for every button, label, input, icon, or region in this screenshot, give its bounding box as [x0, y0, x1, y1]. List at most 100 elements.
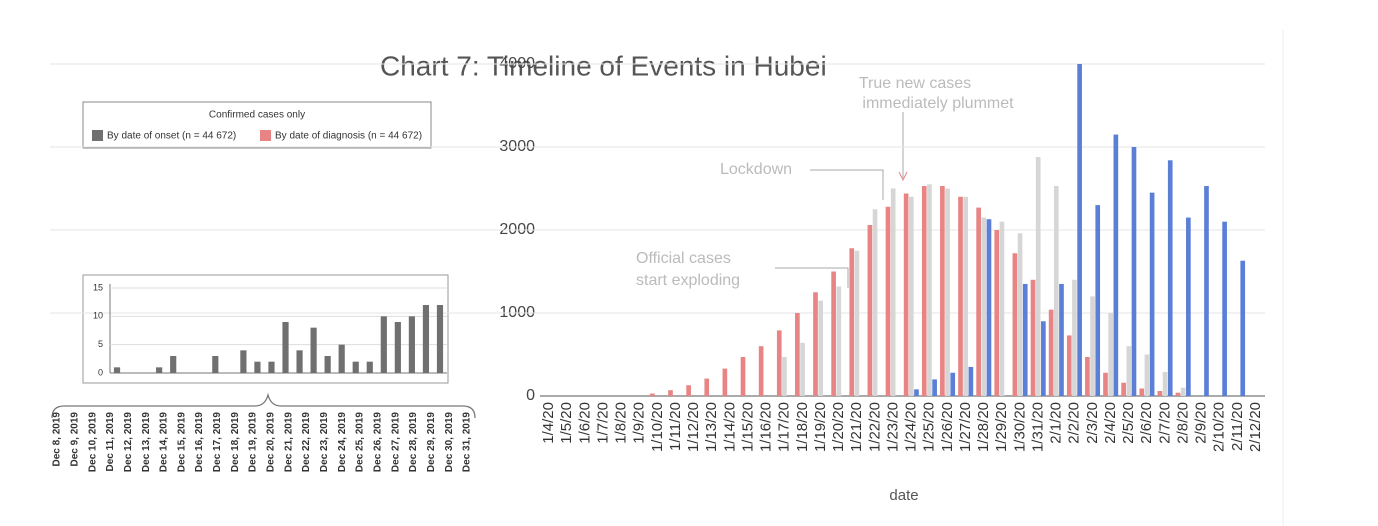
- bar: [854, 250, 860, 396]
- legend-label: By date of onset (n = 44 672): [107, 131, 236, 142]
- bar: [650, 393, 655, 396]
- bar: [903, 193, 909, 396]
- bar: [1139, 388, 1145, 396]
- bar: [1144, 354, 1150, 396]
- x-tick-label: 1/6/20: [576, 402, 593, 444]
- x-tick-label: 1/11/20: [667, 402, 684, 451]
- bar: [1186, 217, 1191, 396]
- x-tick-label: 2/1/20: [1048, 402, 1065, 444]
- bar: [170, 356, 177, 373]
- x-tick-label: Dec 17, 2019: [212, 412, 223, 472]
- x-tick-label: Dec 24, 2019: [337, 412, 348, 472]
- x-tick-label: 1/25/20: [921, 402, 938, 452]
- bar: [1162, 371, 1168, 396]
- x-tick-label: 1/4/20: [540, 402, 557, 444]
- bar: [958, 196, 963, 396]
- bar: [1121, 382, 1126, 396]
- bar: [156, 367, 163, 373]
- annotation: True new cases: [859, 75, 971, 92]
- bar: [914, 389, 919, 396]
- x-tick-label: 2/2/20: [1066, 402, 1083, 444]
- x-tick-label: 1/29/20: [993, 402, 1010, 452]
- arrow: [775, 267, 849, 288]
- annotation: Official cases: [636, 250, 731, 267]
- legend-swatch: [92, 130, 103, 141]
- y-tick-label: 10: [93, 311, 103, 321]
- bar: [776, 330, 782, 396]
- bar: [813, 292, 818, 396]
- bar: [113, 367, 121, 373]
- bar: [1167, 160, 1173, 396]
- x-tick-label: Dec 22, 2019: [301, 412, 312, 472]
- bar: [1240, 260, 1246, 396]
- bar: [1204, 186, 1209, 396]
- bar: [994, 230, 1000, 396]
- bar: [254, 361, 261, 373]
- bar: [849, 248, 855, 396]
- bar: [999, 221, 1005, 396]
- bar: [1022, 283, 1028, 396]
- x-tick-label: 2/4/20: [1102, 402, 1119, 444]
- x-tick-label: 2/3/20: [1084, 402, 1101, 444]
- x-tick-label: 1/8/20: [613, 402, 630, 444]
- x-tick-label: Dec 21, 2019: [283, 412, 294, 472]
- bar: [1095, 205, 1101, 396]
- x-tick-label: 2/7/20: [1156, 402, 1173, 444]
- y-tick-label: 0: [98, 367, 103, 377]
- bar: [1077, 64, 1082, 396]
- bar: [282, 322, 289, 373]
- x-tick-label: Dec 11, 2019: [105, 412, 116, 472]
- bar: [758, 346, 764, 396]
- bar: [968, 366, 974, 396]
- bar: [1131, 147, 1137, 396]
- bar: [310, 327, 317, 373]
- bar: [1041, 321, 1046, 396]
- x-tick-label: 1/7/20: [594, 402, 611, 444]
- bar: [867, 225, 873, 396]
- legend-swatch: [260, 130, 271, 141]
- x-tick-label: 1/9/20: [631, 402, 648, 444]
- bar: [795, 313, 800, 396]
- x-tick-label: 1/12/20: [685, 402, 702, 452]
- bar: [1072, 279, 1077, 396]
- bar: [722, 368, 728, 396]
- legend-box: [82, 101, 432, 149]
- bar: [1180, 387, 1186, 396]
- bar: [1222, 221, 1227, 396]
- bar: [1157, 391, 1163, 396]
- bar: [436, 305, 444, 373]
- x-tick-label: Dec 10, 2019: [87, 412, 98, 472]
- bar: [782, 356, 787, 396]
- x-tick-label: Dec 19, 2019: [248, 412, 259, 472]
- x-axis-label: date: [889, 487, 918, 504]
- x-tick-label: 1/14/20: [721, 402, 738, 452]
- bar: [940, 186, 945, 396]
- bar: [380, 316, 387, 373]
- bar: [921, 186, 927, 396]
- x-tick-label: 1/31/20: [1029, 402, 1046, 452]
- bar: [1126, 346, 1132, 396]
- bar: [686, 385, 691, 396]
- bar: [1035, 156, 1041, 396]
- bar: [818, 300, 824, 396]
- x-tick-label: 1/26/20: [939, 402, 956, 452]
- x-tick-label: Dec 12, 2019: [123, 412, 134, 472]
- bar: [352, 361, 359, 373]
- x-tick-label: Dec 23, 2019: [319, 412, 330, 472]
- x-tick-label: 1/27/20: [957, 402, 974, 452]
- bar: [932, 379, 937, 396]
- y-tick-label: 0: [526, 387, 535, 404]
- x-tick-label: Dec 25, 2019: [355, 412, 366, 472]
- bar: [394, 322, 401, 373]
- annotation: Lockdown: [720, 161, 792, 178]
- x-tick-label: 2/8/20: [1174, 402, 1191, 444]
- bar: [908, 196, 914, 396]
- x-tick-label: Dec 31, 2019: [462, 412, 473, 472]
- x-tick-label: Dec 20, 2019: [266, 412, 277, 472]
- inset-box: [82, 274, 449, 384]
- x-tick-label: 1/10/20: [649, 402, 666, 452]
- bar: [324, 356, 331, 373]
- bar: [1108, 313, 1114, 396]
- bar: [1113, 134, 1119, 397]
- x-tick-label: 1/23/20: [884, 402, 901, 452]
